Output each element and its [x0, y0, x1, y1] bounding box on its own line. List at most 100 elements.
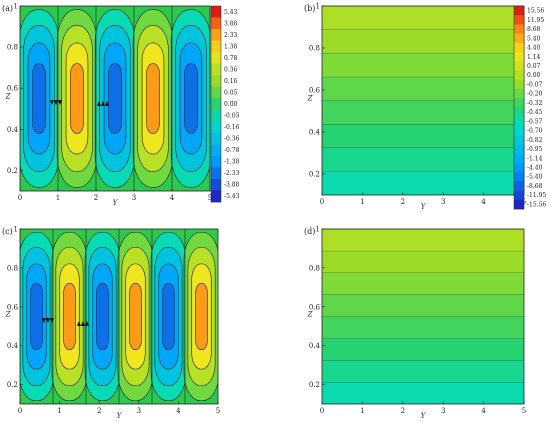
y-tick-label: 0.8 — [7, 264, 18, 272]
plot-area — [322, 229, 524, 404]
flow-arrow-marker — [101, 101, 105, 106]
colorbar-swatch — [514, 181, 524, 191]
colorbar-swatch — [211, 29, 221, 41]
x-tick-label: 3 — [441, 407, 445, 415]
colorbar-swatch — [211, 17, 221, 30]
y-tick-label: 1 — [14, 3, 18, 11]
x-tick-label: 1 — [56, 194, 60, 202]
colorbar-label: 0.05 — [224, 89, 238, 96]
contour-band — [322, 100, 524, 125]
colorbar-swatch — [514, 116, 524, 127]
contour-band — [322, 294, 524, 317]
colorbar: 5.43 3.88 2.33 1.38 0.78 0.36 0.16 0.05 0.00 -0.0… — [210, 5, 240, 203]
contour-ring — [146, 63, 160, 134]
plot-frame — [19, 5, 211, 192]
x-tick-label: 5 — [208, 194, 212, 202]
y-tick-label: 0.4 — [7, 126, 19, 134]
colorbar-swatch — [514, 42, 524, 53]
x-tick-label: 2 — [97, 407, 101, 415]
colorbar-frame — [513, 5, 525, 210]
colorbar-label: -0.20 — [527, 91, 543, 98]
y-tick-label: 0.8 — [309, 45, 320, 53]
colorbar-label: -1.38 — [224, 159, 240, 166]
colorbar-label: -0.07 — [527, 81, 543, 88]
contour-ring — [96, 283, 109, 350]
colorbar-label: 11.95 — [527, 17, 544, 24]
contour-band — [322, 147, 524, 172]
colorbar-swatch — [514, 98, 524, 108]
contour-ring — [108, 63, 122, 134]
x-axis-label: Y — [421, 203, 427, 211]
colorbar-label: -5.40 — [527, 174, 543, 181]
colorbar-swatch — [514, 144, 524, 154]
contour-band — [322, 360, 524, 383]
colorbar-swatch — [514, 107, 524, 118]
flow-arrow-marker — [105, 101, 109, 106]
y-tick-label: 0.2 — [7, 381, 18, 389]
flow-arrow-marker — [85, 321, 89, 326]
panel-label: (c) — [2, 227, 13, 236]
colorbar-label: -3.88 — [224, 182, 240, 189]
plot-area — [20, 229, 218, 404]
colorbar-swatch — [211, 40, 221, 53]
colorbar-swatch — [514, 79, 524, 90]
colorbar-label: 1.14 — [527, 54, 541, 61]
colorbar-swatch — [514, 172, 524, 182]
colorbar-label: -0.05 — [224, 113, 240, 120]
colorbar-swatch — [514, 135, 524, 145]
colorbar-label: -0.16 — [224, 124, 240, 131]
colorbar-swatch — [514, 33, 524, 44]
contour-band — [322, 53, 524, 77]
colorbar-swatch — [211, 98, 221, 111]
colorbar-swatch — [211, 190, 221, 203]
x-tick-label: 0 — [320, 407, 324, 415]
x-axis-label: Y — [117, 412, 123, 420]
panel-1: 0123450.20.40.60.81YZ(b)15.5611.958.685.… — [304, 3, 546, 212]
y-tick-label: 0.2 — [309, 381, 320, 389]
colorbar-label: -2.33 — [224, 170, 240, 177]
colorbar-label: -0.32 — [527, 100, 543, 107]
flow-arrow-marker — [54, 100, 58, 105]
panel-label: (a) — [2, 4, 13, 13]
panel-2: 0 1 2 3 4 5 0.2 0.4 0.6 0.8 1 Y Z (c) — [2, 226, 220, 421]
panel-label: (d) — [304, 227, 315, 236]
colorbar-swatch — [514, 190, 524, 201]
y-tick-label: 1 — [14, 226, 18, 234]
x-tick-label: 5 — [216, 407, 220, 415]
y-tick-label: 0.4 — [7, 342, 19, 350]
colorbar-swatch — [211, 178, 221, 191]
y-tick-label: 0.6 — [309, 303, 321, 311]
contour-band — [322, 316, 524, 339]
contour-ring — [162, 283, 175, 350]
colorbar-label: -15.56 — [527, 201, 546, 208]
colorbar-label: 5.43 — [224, 9, 238, 16]
colorbar-swatch — [211, 121, 221, 134]
colorbar-label: -1.14 — [527, 155, 543, 162]
x-axis-label: Y — [113, 199, 119, 207]
contour-band — [322, 124, 524, 148]
colorbar-swatch — [211, 167, 221, 180]
colorbar-label: 0.78 — [224, 55, 238, 62]
y-axis-label: Z — [307, 95, 313, 103]
flow-arrow-marker — [81, 321, 85, 326]
colorbar-label: 3.88 — [224, 20, 238, 27]
colorbar-swatch — [514, 70, 524, 81]
y-tick-label: 0.8 — [309, 264, 320, 272]
colorbar-label: -0.45 — [527, 109, 543, 116]
colorbar-label: 5.40 — [527, 35, 541, 42]
colorbar-swatch — [211, 86, 221, 99]
flow-arrow-marker — [58, 100, 62, 105]
y-tick-label: 1 — [316, 226, 320, 234]
x-tick-label: 1 — [57, 407, 61, 415]
x-tick-label: 0 — [320, 198, 324, 206]
colorbar-label: -4.40 — [527, 164, 543, 171]
colorbar-swatch — [514, 125, 524, 136]
colorbar-label: -0.57 — [527, 118, 543, 125]
colorbar-swatch — [514, 52, 524, 62]
colorbar-label: -0.82 — [527, 137, 543, 144]
y-axis-label: Z — [307, 311, 313, 319]
contour-ring — [32, 63, 46, 134]
flow-arrow-marker — [50, 318, 54, 323]
colorbar-label: 1.38 — [224, 43, 238, 50]
